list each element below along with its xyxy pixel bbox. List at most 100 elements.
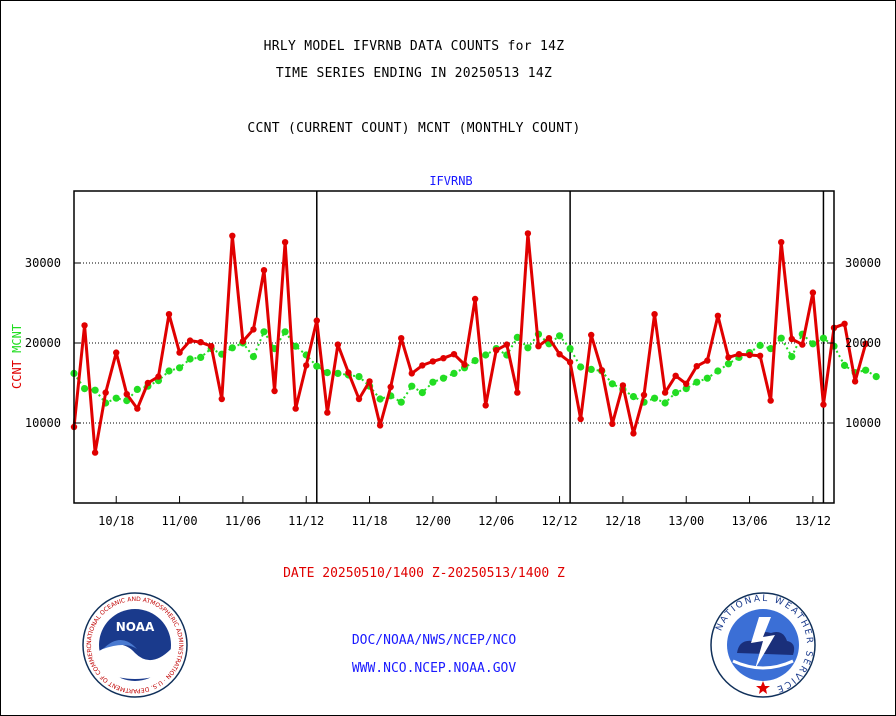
ccnt-point <box>524 230 532 237</box>
ccnt-point <box>651 311 658 318</box>
panel-title: IFVRNB <box>429 174 472 188</box>
ccnt-point <box>482 402 489 409</box>
org-line: DOC/NOAA/NWS/NCEP/NCO <box>351 633 517 648</box>
ccnt-point <box>778 239 785 246</box>
ccnt-point <box>756 352 764 359</box>
ccnt-point <box>461 361 468 368</box>
ccnt-point <box>609 420 616 427</box>
mcnt-point <box>197 353 205 361</box>
x-tick-label: 10/18 <box>98 514 134 528</box>
ccnt-point <box>851 378 859 385</box>
noaa-text: NOAA <box>116 620 155 634</box>
mcnt-point <box>80 385 89 393</box>
mcnt-point <box>133 385 141 393</box>
mcnt-point <box>809 340 817 348</box>
ccnt-point <box>345 369 352 376</box>
x-tick-label: 11/00 <box>161 514 197 528</box>
ccnt-point <box>387 383 394 391</box>
ccnt-series <box>70 230 869 456</box>
ccnt-point <box>619 382 627 389</box>
y-tick-label-right: 10000 <box>845 416 881 430</box>
ccnt-point <box>820 401 827 408</box>
mcnt-point <box>355 373 363 381</box>
mcnt-point <box>555 332 564 340</box>
chart-title-line3: CCNT (CURRENT COUNT) MCNT (MONTHLY COUNT… <box>247 121 581 136</box>
ccnt-point <box>81 322 88 329</box>
mcnt-point <box>524 344 532 352</box>
noaa-logo: NOAA NATIONAL OCEANIC AND ATMOSPHERIC AD… <box>81 591 188 698</box>
ccnt-point <box>281 239 289 246</box>
ccnt-point <box>661 389 669 396</box>
x-tick-label: 13/06 <box>731 514 767 528</box>
ccnt-point <box>355 395 363 403</box>
x-tick-label: 12/12 <box>541 514 577 528</box>
ccnt-point <box>376 422 384 429</box>
mcnt-point <box>650 394 659 402</box>
ccnt-point <box>630 430 637 437</box>
mcnt-point <box>513 333 521 341</box>
mcnt-point <box>724 360 733 368</box>
website-link[interactable]: WWW.NCO.NCEP.NOAA.GOV <box>351 661 517 676</box>
mcnt-point <box>608 380 616 388</box>
mcnt-point <box>376 395 384 403</box>
ccnt-point <box>429 358 437 365</box>
mcnt-point <box>292 342 300 350</box>
ccnt-point <box>588 331 595 339</box>
ccnt-point <box>123 391 130 398</box>
ccnt-point <box>704 357 711 364</box>
ccnt-point <box>450 351 458 358</box>
x-tick-label: 12/18 <box>605 514 641 528</box>
nws-logo: NATIONAL WEATHER SERVICE <box>710 592 816 698</box>
ccnt-point <box>303 362 310 369</box>
x-tick-label: 12/00 <box>415 514 451 528</box>
ccnt-point <box>186 337 194 344</box>
ccnt-point <box>767 397 774 404</box>
mcnt-point <box>408 382 416 390</box>
mcnt-point <box>91 386 99 394</box>
ccnt-point <box>91 449 99 456</box>
mcnt-point <box>165 367 173 375</box>
ccnt-point <box>271 387 278 395</box>
ccnt-point <box>577 415 584 423</box>
mcnt-point <box>313 362 321 370</box>
x-tick-label: 13/00 <box>668 514 704 528</box>
mcnt-point <box>175 364 184 372</box>
mcnt-point <box>482 351 490 359</box>
x-tick-label: 11/12 <box>288 514 324 528</box>
ccnt-point <box>176 349 183 356</box>
mcnt-point <box>397 398 405 406</box>
y-tick-label-right: 20000 <box>845 336 881 350</box>
ccnt-point <box>788 335 795 343</box>
ccnt-point <box>735 351 743 358</box>
mcnt-point <box>566 345 574 353</box>
ccnt-point <box>113 349 120 356</box>
mcnt-point <box>872 373 880 381</box>
mcnt-point <box>693 378 701 386</box>
ccnt-point <box>292 405 299 412</box>
y-tick-label-left: 30000 <box>25 256 61 270</box>
chart-title-line1: HRLY MODEL IFVRNB DATA COUNTS for 14Z <box>263 39 565 54</box>
y-axis-label-ccnt: CCNT <box>10 360 24 389</box>
mcnt-point <box>418 389 426 397</box>
ccnt-point <box>672 372 679 379</box>
ccnt-point <box>408 370 415 377</box>
ccnt-point <box>366 378 373 385</box>
chart-title-line2: TIME SERIES ENDING IN 20250513 14Z <box>275 66 553 81</box>
ccnt-point <box>440 355 447 362</box>
y-tick-label-left: 20000 <box>25 336 61 350</box>
ccnt-point <box>514 389 521 396</box>
ccnt-point <box>334 341 342 348</box>
y-tick-label-left: 10000 <box>25 416 61 430</box>
axes: 10000 10000 20000 20000 30000 30000 10/18 11/00… <box>25 256 881 528</box>
ccnt-point <box>862 340 869 347</box>
mcnt-point <box>587 365 595 373</box>
ccnt-point <box>841 320 848 327</box>
ccnt-point <box>155 373 162 380</box>
ccnt-point <box>503 341 510 348</box>
ccnt-point <box>566 359 574 366</box>
x-tick-label: 11/18 <box>351 514 387 528</box>
mcnt-point <box>840 361 849 369</box>
mcnt-point <box>819 334 828 342</box>
ccnt-point <box>799 341 806 348</box>
